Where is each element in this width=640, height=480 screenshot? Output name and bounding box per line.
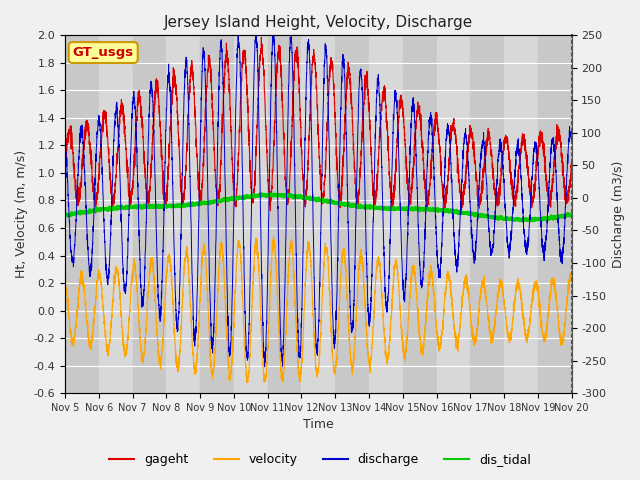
Legend: gageht, velocity, discharge, dis_tidal: gageht, velocity, discharge, dis_tidal (104, 448, 536, 471)
Bar (369, 36, 403, 393)
X-axis label: Time: Time (303, 419, 333, 432)
Text: GT_usgs: GT_usgs (72, 46, 134, 59)
Bar (65, 36, 99, 393)
Bar (504, 36, 538, 393)
Bar (132, 36, 166, 393)
Title: Jersey Island Height, Velocity, Discharge: Jersey Island Height, Velocity, Discharg… (164, 15, 473, 30)
Bar (470, 36, 504, 393)
Bar (268, 36, 301, 393)
Bar (335, 36, 369, 393)
Bar (301, 36, 335, 393)
Y-axis label: Discharge (m3/s): Discharge (m3/s) (612, 160, 625, 268)
Bar (99, 36, 132, 393)
Bar (538, 36, 572, 393)
Y-axis label: Ht, Velocity (m, m/s): Ht, Velocity (m, m/s) (15, 150, 28, 278)
Bar (166, 36, 200, 393)
Bar (436, 36, 470, 393)
Bar (200, 36, 234, 393)
Bar (403, 36, 436, 393)
Bar (234, 36, 268, 393)
